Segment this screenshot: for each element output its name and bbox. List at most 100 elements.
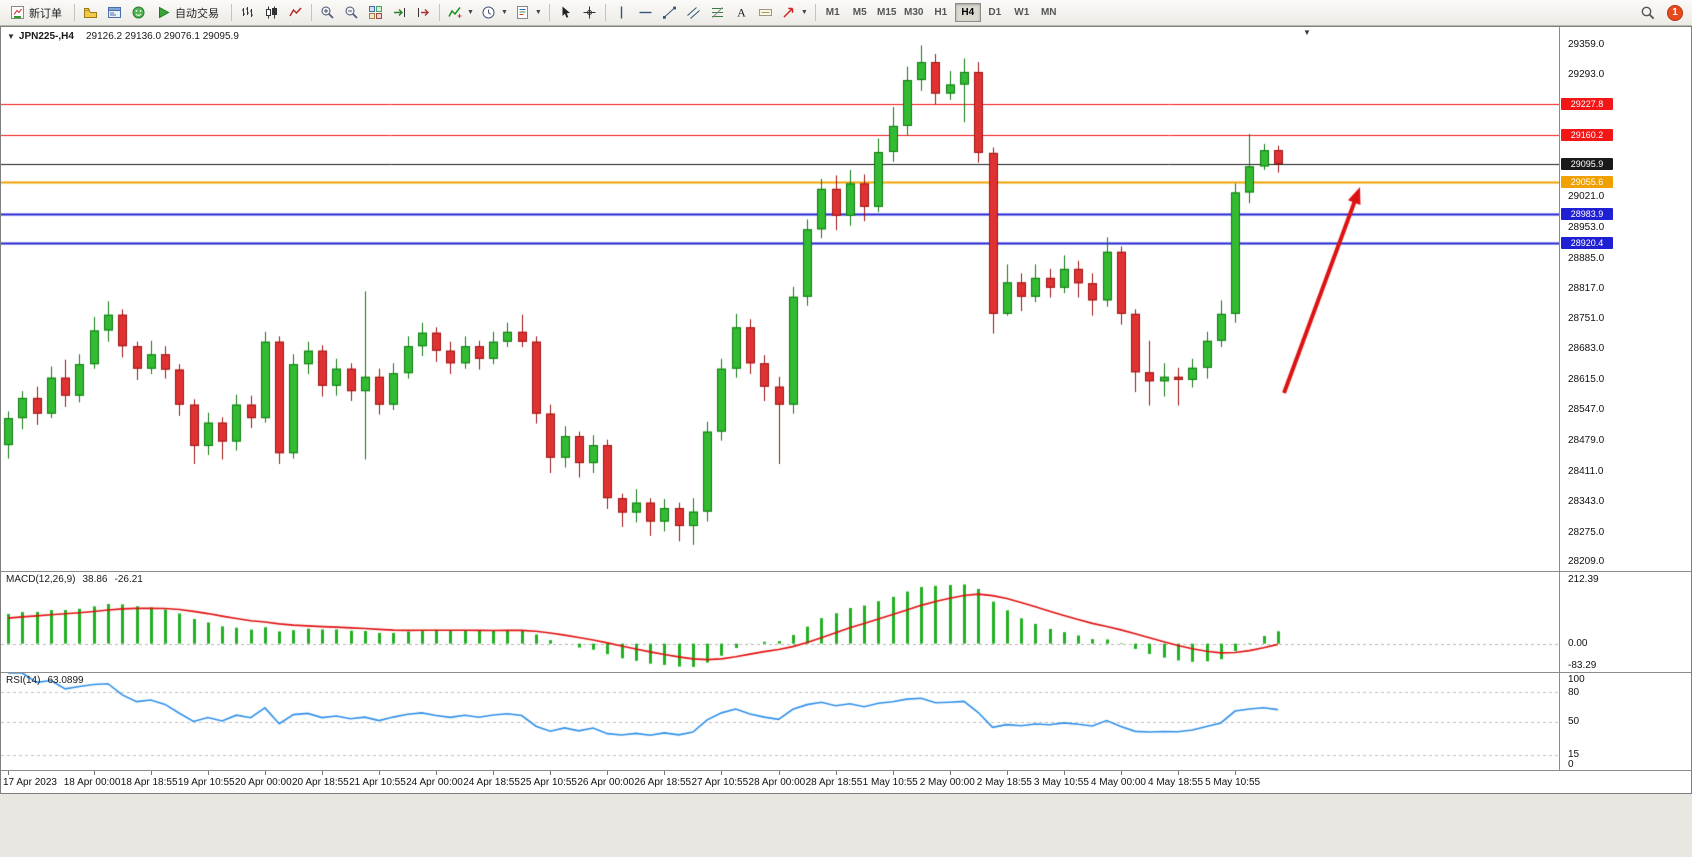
time-axis-tick — [1235, 771, 1236, 775]
crosshair-button[interactable] — [578, 2, 601, 23]
timeframe-m30-button[interactable]: M30 — [904, 7, 924, 18]
templates-icon — [516, 6, 528, 19]
vertical-line-icon — [620, 6, 623, 19]
chart-shift-marker[interactable]: ▼ — [1303, 28, 1311, 37]
horizontal-line-button[interactable] — [634, 2, 657, 23]
auto-scroll-button[interactable] — [388, 2, 411, 23]
new-order-icon — [11, 6, 24, 19]
search-icon — [1641, 6, 1654, 19]
time-axis-tick — [436, 771, 437, 775]
indicators-button[interactable]: ▼ — [444, 2, 477, 23]
market-watch-button[interactable] — [103, 2, 126, 23]
rsi-axis-label: 100 — [1568, 674, 1585, 685]
time-axis-label: 17 Apr 2023 — [3, 777, 57, 788]
help-smiley-icon — [132, 6, 145, 19]
price-chart-canvas[interactable] — [1, 27, 1559, 571]
timeframe-d1-button[interactable]: D1 — [988, 7, 1002, 18]
cursor-icon — [562, 6, 570, 18]
zoom-in-button[interactable] — [316, 2, 339, 23]
price-axis-label: 28953.0 — [1568, 221, 1605, 233]
time-axis-label: 18 Apr 00:00 — [63, 777, 121, 788]
price-axis-label: 29021.0 — [1568, 191, 1605, 203]
time-axis-tick — [1007, 771, 1008, 775]
support-line-price-tag[interactable]: 28920.4 — [1561, 236, 1613, 249]
dropdown-caret-icon: ▼ — [534, 9, 542, 16]
zoom-out-button[interactable] — [340, 2, 363, 23]
toolbar-separator — [814, 4, 816, 21]
toolbar-separator — [439, 4, 440, 21]
timeframe-mn-button[interactable]: MN — [1040, 7, 1057, 18]
timeframe-m1-button[interactable]: M1 — [825, 7, 840, 18]
new-order-button[interactable]: 新订单 — [5, 2, 70, 23]
rsi-axis[interactable]: 100 80 50 15 0 — [1559, 673, 1691, 770]
price-axis[interactable]: 29359.0 29293.0 29021.0 28953.0 28885.0 28817… — [1559, 27, 1691, 571]
market-watch-icon — [108, 7, 121, 18]
svg-text:A: A — [737, 6, 746, 20]
time-axis-tick — [950, 771, 951, 775]
indicators-icon — [448, 7, 462, 18]
resistance-line-price-tag[interactable]: 29227.8 — [1561, 98, 1613, 111]
toolbar-separator — [74, 4, 75, 21]
time-axis-tick — [265, 771, 266, 775]
vertical-line-button[interactable] — [610, 2, 633, 23]
timeframe-h1-button[interactable]: H1 — [934, 7, 948, 18]
time-axis-label: 19 Apr 10:55 — [177, 777, 235, 788]
price-axis-label: 28411.0 — [1568, 465, 1604, 477]
bid-line-price-tag[interactable]: 29095.9 — [1561, 157, 1613, 170]
auto-trading-label: 自动交易 — [175, 7, 219, 20]
crosshair-icon — [583, 6, 596, 19]
one-click-trading-toggle-icon[interactable]: ▼ — [7, 32, 15, 41]
auto-trading-button[interactable]: 自动交易 — [151, 2, 227, 23]
text-button[interactable]: A — [730, 2, 753, 23]
macd-indicator-canvas[interactable] — [1, 572, 1559, 672]
fibonacci-button[interactable] — [706, 2, 729, 23]
rsi-indicator-canvas[interactable] — [1, 673, 1559, 770]
chart-symbol-label: JPN225-,H4 — [18, 31, 74, 42]
price-axis-label: 28547.0 — [1568, 404, 1605, 416]
time-axis-label: 26 Apr 18:55 — [634, 777, 692, 788]
text-icon: A — [737, 6, 746, 20]
support-line-price-tag[interactable]: 28983.9 — [1561, 208, 1613, 221]
resistance-line-price-tag[interactable]: 29160.2 — [1561, 128, 1613, 141]
notification-badge[interactable]: 1 — [1667, 4, 1683, 21]
arrows-button[interactable]: ▼ — [778, 2, 811, 23]
price-axis-label: 28885.0 — [1568, 252, 1605, 264]
rsi-axis-label: 50 — [1568, 716, 1580, 727]
cursor-button[interactable] — [554, 2, 577, 23]
candlestick-chart-button[interactable] — [260, 2, 283, 23]
level-line-price-tag[interactable]: 29055.6 — [1561, 175, 1613, 188]
macd-axis[interactable]: 212.39 0.00 -83.29 — [1559, 572, 1691, 672]
search-button[interactable] — [1636, 2, 1659, 23]
price-axis-label: 29359.0 — [1568, 39, 1605, 51]
channel-button[interactable] — [682, 2, 705, 23]
time-axis[interactable]: 17 Apr 2023 18 Apr 00:00 18 Apr 18:55 19 Ap… — [1, 771, 1691, 793]
timeframe-h4-button[interactable]: H4 — [954, 3, 981, 22]
time-axis-label: 4 May 18:55 — [1148, 777, 1204, 788]
profiles-button[interactable] — [79, 2, 102, 23]
label-button[interactable] — [754, 2, 777, 23]
timeframe-m15-button[interactable]: M15 — [877, 7, 897, 18]
templates-button[interactable]: ▼ — [512, 2, 545, 23]
chart-shift-button[interactable] — [412, 2, 435, 23]
time-axis-label: 20 Apr 00:00 — [234, 777, 292, 788]
time-axis-tick — [379, 771, 380, 775]
time-axis-label: 24 Apr 18:55 — [463, 777, 520, 788]
macd-name-label: MACD(12,26,9) — [6, 574, 76, 585]
line-chart-button[interactable] — [284, 2, 307, 23]
chart-window: ▼ JPN225-,H4 29126.2 29136.0 29076.1 290… — [0, 26, 1692, 794]
time-axis-label: 2 May 00:00 — [919, 777, 975, 788]
help-button[interactable] — [127, 2, 150, 23]
trendline-button[interactable] — [658, 2, 681, 23]
bar-chart-button[interactable] — [236, 2, 259, 23]
time-axis-label: 21 Apr 10:55 — [349, 777, 406, 788]
trendline-icon — [662, 6, 676, 19]
chart-ohlc-values: 29126.2 29136.0 29076.1 29095.9 — [85, 31, 239, 42]
auto-scroll-icon — [394, 8, 405, 17]
price-axis-label: 28751.0 — [1568, 312, 1605, 324]
time-axis-tick — [1178, 771, 1179, 775]
timeframe-m5-button[interactable]: M5 — [852, 7, 867, 18]
rsi-axis-label: 0 — [1568, 759, 1574, 770]
tile-windows-button[interactable] — [364, 2, 387, 23]
periods-button[interactable]: ▼ — [478, 2, 511, 23]
timeframe-w1-button[interactable]: W1 — [1014, 7, 1030, 18]
